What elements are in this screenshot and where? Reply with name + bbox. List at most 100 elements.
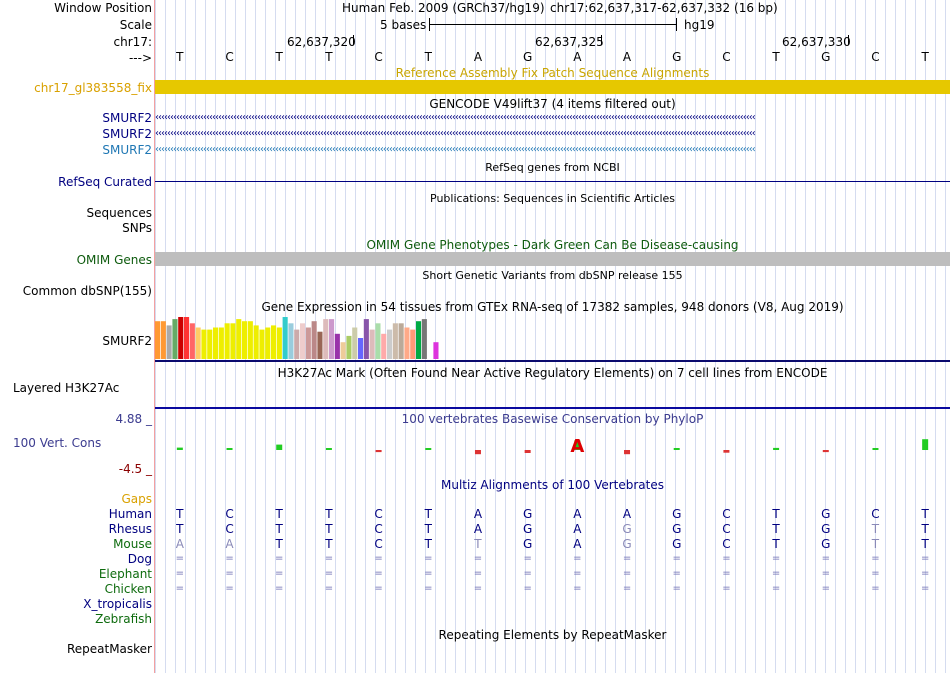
publications-snps-label[interactable]: SNPs: [122, 221, 152, 235]
gtex-tissue-bar: [166, 325, 172, 359]
gtex-bottom-line: [155, 360, 950, 362]
gtex-tissue-bar: [410, 329, 416, 359]
omim-bar[interactable]: [155, 252, 950, 266]
alignment-base: =: [573, 568, 582, 579]
coord-label-3: 62,637,330: [782, 35, 851, 49]
alignment-base: =: [722, 553, 731, 564]
scale-bar-left-end: [429, 18, 430, 31]
base-letter: C: [374, 50, 383, 64]
gtex-tissue-bar: [317, 331, 323, 359]
gtex-tissue-bar: [195, 327, 201, 359]
chrom-label: chr17:: [113, 35, 152, 49]
gtex-tissue-bar: [178, 317, 184, 359]
species-label-rhesus[interactable]: Rhesus: [108, 522, 152, 536]
gtex-title[interactable]: Gene Expression in 54 tissues from GTEx …: [261, 300, 844, 314]
species-label-human[interactable]: Human: [108, 507, 152, 521]
coord-label-1: 62,637,320: [287, 35, 356, 49]
alignment-base: =: [473, 553, 483, 564]
alignment-base: =: [175, 553, 185, 564]
alignment-base: =: [821, 553, 830, 564]
alignment-base: =: [225, 583, 234, 594]
alignment-base: C: [871, 507, 880, 521]
h3k27ac-title[interactable]: H3K27Ac Mark (Often Found Near Active Re…: [277, 366, 828, 380]
cons-chart[interactable]: A: [155, 426, 950, 472]
track-image[interactable]: Human Feb. 2009 (GRCh37/hg19) chr17:62,6…: [155, 0, 950, 673]
fix-patch-bar[interactable]: [155, 80, 950, 94]
gtex-tissue-bar: [236, 319, 242, 359]
fix-patch-title[interactable]: Reference Assembly Fix Patch Sequence Al…: [395, 66, 710, 80]
alignment-base: T: [921, 537, 929, 551]
dbsnp-label[interactable]: Common dbSNP(155): [22, 284, 152, 298]
gtex-tissue-bar: [155, 321, 161, 359]
alignment-base: G: [821, 537, 831, 551]
gtex-tissue-bar: [387, 329, 393, 359]
label-divider: [154, 0, 155, 673]
alignment-base: =: [424, 568, 433, 579]
gencode-gene-2[interactable]: ‹‹‹‹‹‹‹‹‹‹‹‹‹‹‹‹‹‹‹‹‹‹‹‹‹‹‹‹‹‹‹‹‹‹‹‹‹‹‹‹…: [155, 130, 756, 138]
species-label-elephant[interactable]: Elephant: [98, 567, 152, 581]
alignment-base: =: [175, 583, 185, 594]
gaps-label[interactable]: Gaps: [121, 492, 152, 506]
alignment-base: =: [523, 553, 532, 564]
alignment-base: =: [622, 568, 632, 579]
scale-db: hg19: [684, 18, 715, 32]
species-label-chicken[interactable]: Chicken: [104, 582, 152, 596]
refseq-label[interactable]: RefSeq Curated: [58, 175, 152, 189]
gencode-gene-label-2[interactable]: SMURF2: [102, 127, 152, 141]
cons-base-logo: A: [570, 436, 584, 457]
species-label-dog[interactable]: Dog: [127, 552, 152, 566]
base-letter: T: [772, 50, 780, 64]
alignment-base: G: [523, 537, 533, 551]
gencode-gene-1[interactable]: ‹‹‹‹‹‹‹‹‹‹‹‹‹‹‹‹‹‹‹‹‹‹‹‹‹‹‹‹‹‹‹‹‹‹‹‹‹‹‹‹…: [155, 114, 756, 122]
gtex-label[interactable]: SMURF2: [102, 334, 152, 348]
repeatmasker-title[interactable]: Repeating Elements by RepeatMasker: [438, 628, 667, 642]
alignment-base: C: [374, 522, 383, 536]
cons-score-bar: [723, 450, 730, 453]
position-label[interactable]: chr17:62,637,317-62,637,332 (16 bp): [550, 1, 778, 15]
publications-sequences-label[interactable]: Sequences: [86, 206, 152, 220]
alignment-base: =: [722, 568, 731, 579]
dbsnp-title[interactable]: Short Genetic Variants from dbSNP releas…: [422, 269, 683, 282]
refseq-title[interactable]: RefSeq genes from NCBI: [485, 161, 620, 174]
alignment-base: T: [871, 522, 880, 536]
cons-score-bar: [524, 450, 531, 453]
alignment-base: T: [275, 522, 283, 536]
cons-title[interactable]: 100 vertebrates Basewise Conservation by…: [401, 412, 704, 426]
gencode-gene-3[interactable]: ‹‹‹‹‹‹‹‹‹‹‹‹‹‹‹‹‹‹‹‹‹‹‹‹‹‹‹‹‹‹‹‹‹‹‹‹‹‹‹‹…: [155, 146, 756, 154]
alignment-base: =: [622, 553, 632, 564]
cons-score-bar: [474, 450, 481, 455]
omim-label[interactable]: OMIM Genes: [76, 253, 152, 267]
gencode-gene-label-1[interactable]: SMURF2: [102, 111, 152, 125]
cons-score-bar: [176, 447, 183, 450]
alignment-base: =: [871, 553, 880, 564]
alignment-base: =: [771, 583, 781, 594]
multiz-title[interactable]: Multiz Alignments of 100 Vertebrates: [440, 478, 665, 492]
omim-title[interactable]: OMIM Gene Phenotypes - Dark Green Can Be…: [366, 238, 739, 252]
refseq-gene-line[interactable]: [155, 181, 950, 182]
species-label-zebrafish[interactable]: Zebrafish: [95, 612, 152, 626]
alignment-base: =: [324, 583, 334, 594]
gtex-tissue-bar: [346, 335, 352, 359]
window-position-label: Window Position: [54, 1, 152, 15]
publications-title[interactable]: Publications: Sequences in Scientific Ar…: [430, 192, 675, 205]
gtex-tissue-bar: [352, 327, 358, 359]
alignment-base: A: [473, 522, 483, 536]
alignment-base: =: [771, 553, 781, 564]
h3k27ac-label[interactable]: Layered H3K27Ac: [13, 381, 120, 395]
gencode-title[interactable]: GENCODE V49lift37 (4 items filtered out): [429, 97, 676, 111]
scale-value: 5 bases: [380, 18, 427, 32]
cons-label[interactable]: 100 Vert. Cons: [13, 436, 102, 450]
alignment-base: =: [672, 553, 681, 564]
coord-tick-3: [848, 35, 849, 45]
assembly-label: Human Feb. 2009 (GRCh37/hg19): [342, 1, 545, 15]
species-label-mouse[interactable]: Mouse: [113, 537, 152, 551]
species-label-xtropicalis[interactable]: X_tropicalis: [83, 597, 152, 611]
cons-score-bar: [375, 450, 382, 453]
gencode-gene-label-3[interactable]: SMURF2: [102, 143, 152, 157]
fix-patch-label[interactable]: chr17_gl383558_fix: [34, 81, 152, 95]
repeatmasker-label[interactable]: RepeatMasker: [66, 642, 152, 656]
gtex-chart[interactable]: [155, 314, 950, 362]
gtex-tissue-bar: [340, 342, 346, 359]
alignment-base: =: [920, 568, 930, 579]
gtex-tissue-bar: [271, 325, 277, 359]
